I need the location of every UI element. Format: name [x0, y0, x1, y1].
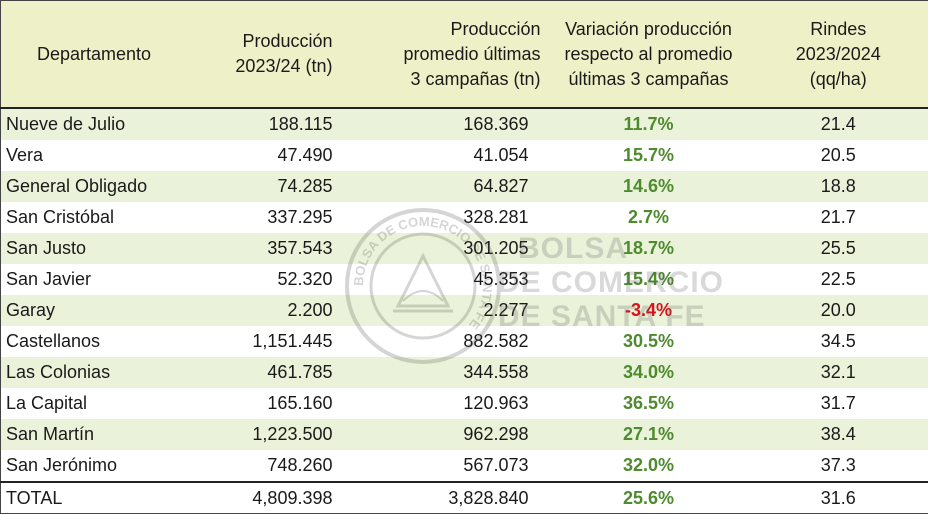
cell-variacion: 36.5% [549, 388, 749, 419]
cell-variacion: 27.1% [549, 419, 749, 450]
table-footer: TOTAL 4,809.398 3,828.840 25.6% 31.6 [1, 482, 928, 514]
cell-variacion: 14.6% [549, 171, 749, 202]
cell-promedio: 45.353 [341, 264, 549, 295]
cell-rindes: 20.5 [749, 140, 928, 171]
cell-variacion: 18.7% [549, 233, 749, 264]
cell-produccion: 2.200 [216, 295, 341, 326]
cell-departamento: San Cristóbal [1, 202, 216, 233]
cell-rindes: 20.0 [749, 295, 928, 326]
cell-rindes: 31.7 [749, 388, 928, 419]
table-header: Departamento Producción 2023/24 (tn) Pro… [1, 1, 928, 109]
cell-promedio: 64.827 [341, 171, 549, 202]
total-produccion: 4,809.398 [216, 482, 341, 514]
cell-promedio: 962.298 [341, 419, 549, 450]
cell-produccion: 357.543 [216, 233, 341, 264]
cell-variacion: 15.7% [549, 140, 749, 171]
cell-produccion: 748.260 [216, 450, 341, 482]
cell-variacion: 15.4% [549, 264, 749, 295]
header-produccion: Producción 2023/24 (tn) [216, 1, 341, 109]
cell-departamento: General Obligado [1, 171, 216, 202]
header-promedio: Producción promedio últimas 3 campañas (… [341, 1, 549, 109]
cell-variacion: 2.7% [549, 202, 749, 233]
cell-rindes: 21.7 [749, 202, 928, 233]
cell-promedio: 882.582 [341, 326, 549, 357]
cell-departamento: Garay [1, 295, 216, 326]
cell-departamento: Nueve de Julio [1, 108, 216, 140]
total-promedio: 3,828.840 [341, 482, 549, 514]
cell-variacion: 11.7% [549, 108, 749, 140]
cell-variacion: 32.0% [549, 450, 749, 482]
cell-departamento: Las Colonias [1, 357, 216, 388]
cell-promedio: 567.073 [341, 450, 549, 482]
cell-rindes: 34.5 [749, 326, 928, 357]
cell-rindes: 22.5 [749, 264, 928, 295]
cell-produccion: 1,151.445 [216, 326, 341, 357]
cell-rindes: 32.1 [749, 357, 928, 388]
cell-promedio: 120.963 [341, 388, 549, 419]
cell-promedio: 328.281 [341, 202, 549, 233]
cell-promedio: 41.054 [341, 140, 549, 171]
total-row: TOTAL 4,809.398 3,828.840 25.6% 31.6 [1, 482, 928, 514]
cell-produccion: 337.295 [216, 202, 341, 233]
cell-rindes: 21.4 [749, 108, 928, 140]
cell-rindes: 38.4 [749, 419, 928, 450]
total-label: TOTAL [1, 482, 216, 514]
header-variacion: Variación producción respecto al promedi… [549, 1, 749, 109]
cell-departamento: Vera [1, 140, 216, 171]
cell-departamento: San Martín [1, 419, 216, 450]
cell-rindes: 37.3 [749, 450, 928, 482]
cell-produccion: 461.785 [216, 357, 341, 388]
header-departamento: Departamento [1, 1, 216, 109]
header-rindes: Rindes 2023/2024 (qq/ha) [749, 1, 928, 109]
cell-departamento: San Jerónimo [1, 450, 216, 482]
total-rindes: 31.6 [749, 482, 928, 514]
cell-rindes: 18.8 [749, 171, 928, 202]
cell-variacion: 34.0% [549, 357, 749, 388]
cell-rindes: 25.5 [749, 233, 928, 264]
cell-produccion: 1,223.500 [216, 419, 341, 450]
cell-produccion: 74.285 [216, 171, 341, 202]
cell-departamento: Castellanos [1, 326, 216, 357]
cell-promedio: 168.369 [341, 108, 549, 140]
cell-produccion: 52.320 [216, 264, 341, 295]
cell-departamento: La Capital [1, 388, 216, 419]
cell-promedio: 301.205 [341, 233, 549, 264]
cell-produccion: 47.490 [216, 140, 341, 171]
total-variacion: 25.6% [549, 482, 749, 514]
cell-promedio: 2.277 [341, 295, 549, 326]
cell-produccion: 165.160 [216, 388, 341, 419]
cell-departamento: San Justo [1, 233, 216, 264]
cell-variacion: 30.5% [549, 326, 749, 357]
cell-produccion: 188.115 [216, 108, 341, 140]
cell-variacion: -3.4% [549, 295, 749, 326]
cell-departamento: San Javier [1, 264, 216, 295]
cell-promedio: 344.558 [341, 357, 549, 388]
